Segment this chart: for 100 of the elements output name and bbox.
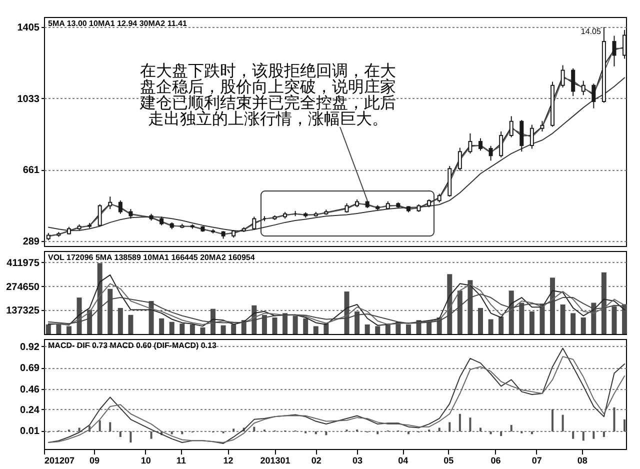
bar: [232, 428, 235, 432]
bar: [488, 319, 494, 334]
x-tick-label: 201207: [44, 456, 75, 466]
bar: [180, 324, 185, 334]
bar: [130, 431, 132, 443]
bar: [78, 428, 80, 432]
bar: [181, 431, 184, 434]
x-tick-label: 09: [89, 456, 100, 466]
candlestick: [571, 68, 576, 97]
bar: [170, 431, 173, 434]
candlestick: [478, 138, 482, 152]
bar: [220, 325, 226, 334]
bar: [303, 318, 308, 334]
bar: [325, 431, 328, 436]
bar: [98, 420, 101, 432]
bar: [490, 431, 492, 434]
bar: [602, 431, 605, 437]
bar: [324, 324, 329, 334]
x-tick-label: 02: [311, 456, 322, 466]
bar: [119, 431, 122, 437]
y-tick-label: 0.24: [20, 404, 40, 416]
y-tick-label: 289: [22, 236, 40, 248]
y-tick-label: 137325: [6, 306, 40, 317]
bar: [570, 313, 576, 334]
bar: [128, 314, 134, 334]
bar: [469, 418, 472, 432]
x-tick-label: 201301: [260, 456, 290, 466]
bar: [200, 327, 206, 334]
y-tick-label: 1033: [17, 94, 40, 105]
bar: [376, 431, 379, 434]
candlestick: [509, 116, 514, 138]
candlestick: [468, 132, 472, 154]
bar: [562, 414, 564, 432]
x-tick-label: 07: [532, 456, 542, 466]
bar: [407, 431, 410, 434]
bar: [624, 419, 626, 432]
bar: [592, 431, 595, 439]
annotation: 在大盘下跌时，该股拒绝回调，在大盘企稳后，股价向上突破，说明庄家建仓已顺利结束并已完全控盘，此后走出独立的上涨行情，涨幅巨大。: [139, 62, 396, 128]
y-tick-label: 0.92: [20, 342, 40, 353]
x-tick-label: 08: [577, 456, 588, 466]
bar: [498, 316, 504, 334]
bar: [480, 428, 482, 432]
bar: [510, 424, 512, 432]
candlestick: [98, 204, 102, 227]
bar: [118, 308, 123, 334]
annotation: 14.05: [580, 27, 602, 36]
candlestick: [560, 64, 565, 88]
x-tick-label: 03: [352, 456, 363, 466]
bar: [109, 422, 112, 432]
candlestick: [530, 124, 534, 150]
bar: [500, 431, 502, 436]
x-tick-label: 10: [140, 456, 151, 466]
candlestick: [499, 131, 504, 158]
y-tick-label: 661: [22, 165, 40, 176]
bar: [448, 422, 451, 432]
y-tick-label: 0.01: [20, 426, 40, 438]
bar: [572, 431, 574, 439]
bar: [529, 311, 534, 334]
bar: [530, 431, 533, 434]
bar: [150, 431, 152, 439]
x-tick-label: 06: [490, 456, 501, 466]
line-series: [48, 274, 626, 327]
annotation: MACD- DIF 0.73 MACD 0.60 (DIF-MACD) 0.13: [48, 341, 218, 350]
annotation: VOL 172096 5MA 138589 10MA1 166445 20MA2 160954: [48, 253, 256, 262]
bar: [46, 324, 51, 334]
candlestick: [581, 80, 586, 96]
candlestick: [118, 200, 122, 214]
bar: [552, 409, 554, 432]
bar: [478, 308, 483, 334]
bar: [169, 322, 174, 334]
bar: [190, 324, 195, 334]
candlestick: [540, 120, 544, 132]
y-tick-label: 411975: [6, 258, 40, 269]
y-tick-label: 0.69: [20, 363, 40, 374]
candlestick: [252, 216, 256, 230]
bar: [438, 428, 440, 432]
bar: [314, 431, 317, 434]
bar: [313, 326, 318, 334]
bar: [375, 326, 380, 334]
x-tick-label: 04: [398, 456, 408, 466]
candlestick: [458, 147, 462, 172]
candlestick: [344, 202, 349, 214]
candlestick: [128, 208, 133, 220]
y-tick-label: 0.46: [20, 384, 40, 396]
bar: [560, 304, 566, 334]
bar: [364, 324, 370, 334]
y-tick-label: 274650: [6, 282, 40, 293]
x-tick-label: 12: [223, 456, 234, 466]
bar: [458, 414, 461, 432]
line-series: [48, 283, 626, 325]
candlestick: [488, 145, 493, 162]
bar: [613, 407, 616, 432]
bar: [580, 318, 586, 334]
bar: [66, 326, 72, 334]
x-tick-label: 11: [176, 456, 186, 466]
annotation: 5MA 13.00 10MA1 12.94 30MA2 11.41: [48, 19, 188, 28]
candlestick: [592, 83, 596, 109]
bar: [582, 431, 584, 441]
bar: [159, 318, 164, 334]
y-tick-label: 1405: [17, 22, 40, 34]
